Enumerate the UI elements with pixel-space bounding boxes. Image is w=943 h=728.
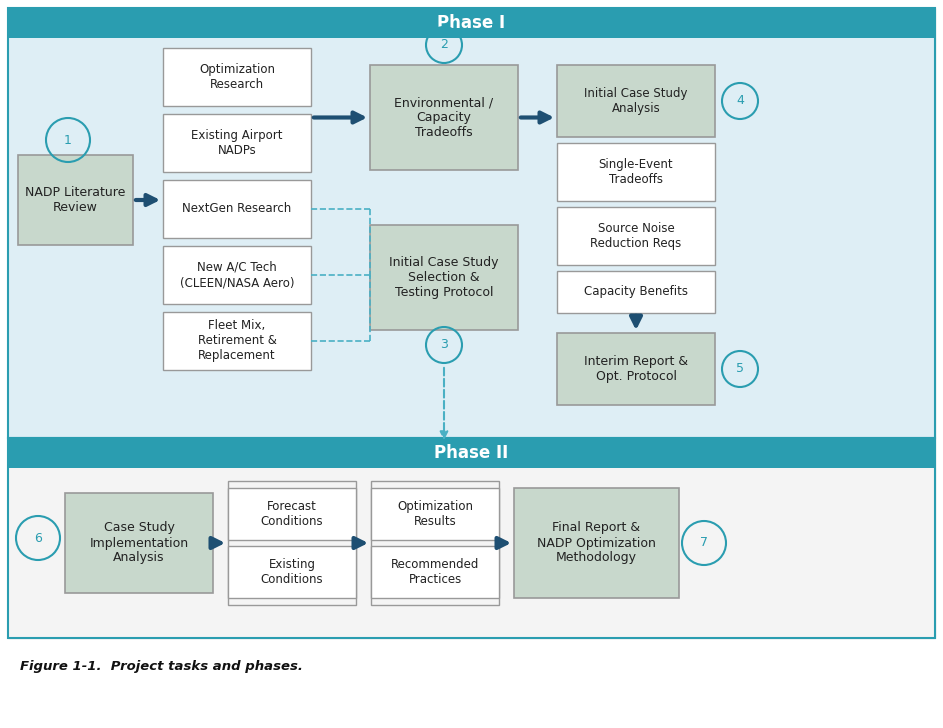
Bar [8, 438, 935, 638]
Text: Fleet Mix,
Retirement &
Replacement: Fleet Mix, Retirement & Replacement [198, 320, 276, 363]
Text: 5: 5 [736, 363, 744, 376]
Bar [8, 438, 935, 468]
Bar [557, 207, 715, 265]
Text: 7: 7 [700, 537, 708, 550]
Text: 1: 1 [64, 133, 72, 146]
Text: Interim Report &
Opt. Protocol: Interim Report & Opt. Protocol [584, 355, 688, 383]
Text: Phase II: Phase II [434, 444, 508, 462]
Text: NextGen Research: NextGen Research [182, 202, 291, 215]
Text: Source Noise
Reduction Reqs: Source Noise Reduction Reqs [590, 222, 682, 250]
Bar [163, 114, 311, 172]
Text: 2: 2 [440, 39, 448, 52]
Bar [228, 488, 356, 540]
Bar [557, 143, 715, 201]
Text: Single-Event
Tradeoffs: Single-Event Tradeoffs [599, 158, 673, 186]
Bar [557, 271, 715, 313]
Bar [228, 546, 356, 598]
Bar [371, 546, 499, 598]
Text: Phase I: Phase I [437, 14, 505, 32]
Text: Final Report &
NADP Optimization
Methodology: Final Report & NADP Optimization Methodo… [538, 521, 656, 564]
Text: Forecast
Conditions: Forecast Conditions [260, 500, 323, 528]
Bar [371, 481, 499, 605]
Text: Existing Airport
NADPs: Existing Airport NADPs [191, 129, 283, 157]
Text: Initial Case Study
Analysis: Initial Case Study Analysis [585, 87, 687, 115]
Bar [65, 493, 213, 593]
Text: NADP Literature
Review: NADP Literature Review [25, 186, 125, 214]
Bar [370, 225, 518, 330]
Text: 4: 4 [736, 95, 744, 108]
Text: Initial Case Study
Selection &
Testing Protocol: Initial Case Study Selection & Testing P… [389, 256, 499, 299]
Bar [557, 65, 715, 137]
Bar [163, 48, 311, 106]
Text: Recommended
Practices: Recommended Practices [390, 558, 479, 586]
Bar [370, 65, 518, 170]
Text: Optimization
Research: Optimization Research [199, 63, 275, 91]
Text: Case Study
Implementation
Analysis: Case Study Implementation Analysis [90, 521, 189, 564]
Text: Optimization
Results: Optimization Results [397, 500, 473, 528]
Bar [8, 8, 935, 438]
Bar [371, 488, 499, 540]
Text: Capacity Benefits: Capacity Benefits [584, 285, 688, 298]
Bar [8, 8, 935, 638]
Bar [18, 155, 133, 245]
Text: New A/C Tech
(CLEEN/NASA Aero): New A/C Tech (CLEEN/NASA Aero) [180, 261, 294, 289]
Bar [163, 312, 311, 370]
Bar [228, 481, 356, 605]
Bar [163, 246, 311, 304]
Text: Environmental /
Capacity
Tradeoffs: Environmental / Capacity Tradeoffs [394, 96, 493, 139]
Bar [514, 488, 679, 598]
Bar [8, 8, 935, 38]
Bar [163, 180, 311, 238]
Text: Existing
Conditions: Existing Conditions [260, 558, 323, 586]
Text: 3: 3 [440, 339, 448, 352]
Bar [557, 333, 715, 405]
Text: 6: 6 [34, 531, 41, 545]
Text: Figure 1-1.  Project tasks and phases.: Figure 1-1. Project tasks and phases. [20, 660, 303, 673]
